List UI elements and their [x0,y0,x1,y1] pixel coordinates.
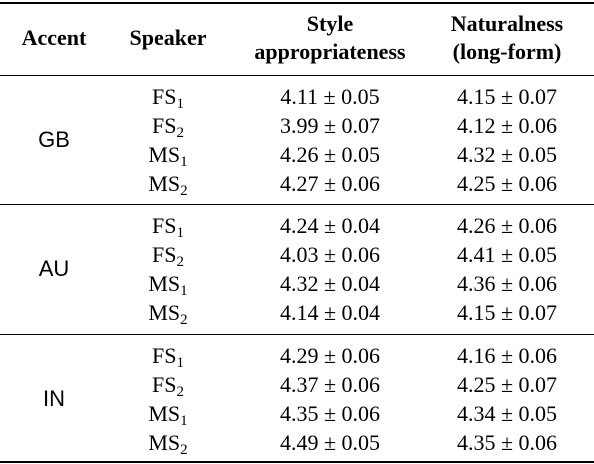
header-nat-line2: (long-form) [452,39,562,64]
speaker-index: 2 [180,312,188,328]
accent-label: IN [43,386,65,411]
speaker-name: MS [148,271,181,296]
naturalness-score-cell: 4.35 ± 0.06 [456,430,558,455]
naturalness-score-cell: 4.15 ± 0.07 [456,300,558,325]
speaker-index: 2 [176,125,184,141]
header-naturalness: Naturalness (long-form) [420,10,594,66]
speaker-cell: FS1 [120,82,216,112]
bottom-rule [0,461,594,463]
speaker-cell: FS2 [120,111,216,141]
header-accent: Accent [21,25,87,50]
speaker-name: FS [152,113,177,138]
speaker-name: FS [152,213,177,238]
naturalness-score-cell: 4.41 ± 0.05 [456,242,558,267]
header-nat-line1: Naturalness [450,11,564,36]
header-speaker: Speaker [129,25,207,50]
accent-label: GB [38,127,70,152]
style-score-cell: 4.14 ± 0.04 [279,300,381,325]
speaker-index: 1 [176,225,184,241]
naturalness-score-cell: 4.25 ± 0.06 [456,171,558,196]
speaker-name: FS [152,242,177,267]
speaker-name: FS [152,84,177,109]
group-rule [0,204,594,205]
header-style-line2: appropriateness [254,39,406,64]
naturalness-score-cell: 4.12 ± 0.06 [456,113,558,138]
speaker-name: MS [148,142,181,167]
naturalness-score-cell: 4.32 ± 0.05 [456,142,558,167]
style-score-cell: 4.24 ± 0.04 [279,213,381,238]
style-score-cell: 3.99 ± 0.07 [279,113,381,138]
speaker-cell: MS1 [120,269,216,299]
speaker-cell: FS1 [120,341,216,371]
style-score-cell: 4.49 ± 0.05 [279,430,381,455]
speaker-index: 1 [176,355,184,371]
style-score-cell: 4.35 ± 0.06 [279,401,381,426]
speaker-cell: FS2 [120,240,216,270]
speaker-cell: FS1 [120,211,216,241]
style-score-cell: 4.27 ± 0.06 [279,171,381,196]
top-rule [0,2,594,4]
naturalness-score-cell: 4.15 ± 0.07 [456,84,558,109]
speaker-index: 2 [180,442,188,458]
speaker-name: MS [148,171,181,196]
speaker-name: FS [152,372,177,397]
speaker-name: MS [148,401,181,426]
speaker-cell: FS2 [120,370,216,400]
speaker-index: 1 [180,154,188,170]
style-score-cell: 4.11 ± 0.05 [280,84,380,109]
speaker-cell: MS1 [120,140,216,170]
speaker-index: 1 [180,413,188,429]
style-score-cell: 4.03 ± 0.06 [279,242,381,267]
header-style: Style appropriateness [240,10,420,66]
header-style-line1: Style [306,11,354,36]
speaker-index: 2 [176,384,184,400]
speaker-index: 1 [180,283,188,299]
speaker-name: MS [148,300,181,325]
speaker-cell: MS2 [120,428,216,458]
style-score-cell: 4.37 ± 0.06 [279,372,381,397]
speaker-cell: MS1 [120,399,216,429]
speaker-index: 2 [176,254,184,270]
naturalness-score-cell: 4.16 ± 0.06 [456,343,558,368]
style-score-cell: 4.29 ± 0.06 [279,343,381,368]
speaker-cell: MS2 [120,298,216,328]
naturalness-score-cell: 4.36 ± 0.06 [456,271,558,296]
header-rule [0,75,594,76]
speaker-cell: MS2 [120,169,216,199]
group-rule [0,334,594,335]
style-score-cell: 4.26 ± 0.05 [279,142,381,167]
style-score-cell: 4.32 ± 0.04 [279,271,381,296]
accent-label: AU [38,256,70,281]
naturalness-score-cell: 4.26 ± 0.06 [456,213,558,238]
speaker-index: 2 [180,183,188,199]
speaker-index: 1 [176,96,184,112]
speaker-name: MS [148,430,181,455]
naturalness-score-cell: 4.25 ± 0.07 [456,372,558,397]
naturalness-score-cell: 4.34 ± 0.05 [456,401,558,426]
speaker-name: FS [152,343,177,368]
